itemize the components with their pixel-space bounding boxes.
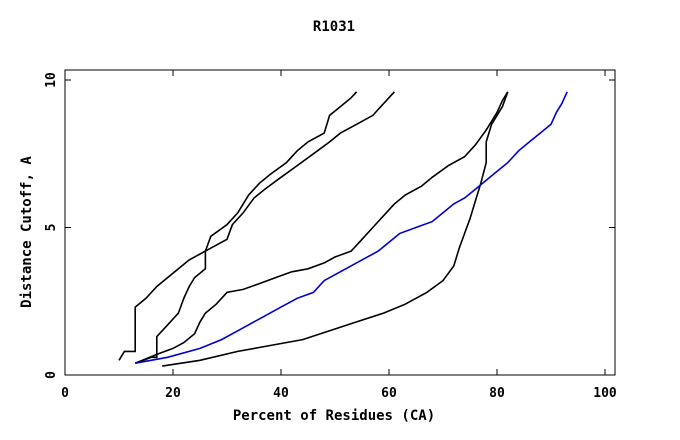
x-tick-label: 0 — [61, 386, 69, 401]
plot-frame — [64, 69, 616, 376]
y-tick-label: 0 — [44, 371, 59, 379]
x-tick-label: 40 — [273, 386, 289, 401]
x-tick-label: 60 — [381, 386, 397, 401]
chart-title: R1031 — [313, 19, 355, 35]
series-line-2 — [134, 91, 395, 364]
series-line-5 — [135, 91, 568, 364]
series-line-4 — [162, 91, 509, 367]
x-tick-label: 100 — [593, 386, 617, 401]
y-axis-label: Distance Cutoff, A — [19, 156, 35, 308]
x-tick-label: 20 — [165, 386, 181, 401]
series-layer — [118, 91, 568, 367]
series-line-1 — [118, 91, 358, 361]
x-axis-label: Percent of Residues (CA) — [233, 408, 435, 424]
series-line-3 — [134, 91, 509, 364]
y-tick-label: 5 — [44, 224, 59, 232]
x-tick-label: 80 — [489, 386, 505, 401]
axis-layer: 0 20 40 60 80 100 0 5 10 — [44, 70, 617, 401]
y-tick-label: 10 — [44, 72, 59, 88]
